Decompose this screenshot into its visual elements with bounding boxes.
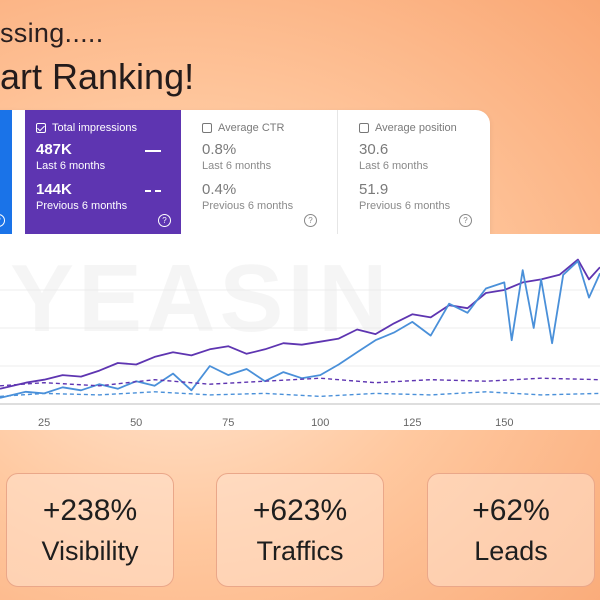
series-line-clicks_previous [0, 391, 600, 398]
headline-start-ranking: art Ranking! [0, 56, 195, 97]
kpi-traffics-label: Traffics [256, 536, 344, 566]
impressions-checkbox-icon[interactable] [36, 123, 46, 133]
ctr-help-icon[interactable]: ? [304, 214, 317, 227]
impressions-help-icon[interactable]: ? [158, 214, 171, 227]
ctr-current-value: 0.8% [202, 141, 237, 158]
ctr-checkbox-icon[interactable] [202, 123, 212, 133]
clicks-help-icon[interactable]: ? [0, 214, 5, 227]
position-help-icon[interactable]: ? [459, 214, 472, 227]
position-current-period: Last 6 months [359, 160, 429, 172]
kpi-visibility-label: Visibility [41, 536, 139, 566]
kpi-visibility-value: +238% [42, 494, 138, 527]
total-impressions-tile[interactable]: Total impressions 487K Last 6 months 144… [25, 110, 181, 234]
impressions-previous-value: 144K [36, 181, 72, 198]
average-ctr-tile[interactable]: Average CTR 0.8% Last 6 months 0.4% Prev… [192, 110, 338, 234]
x-tick-label: 75 [222, 417, 234, 429]
series-line-impressions_last [0, 258, 600, 390]
series-line-impressions_previous [0, 377, 600, 387]
x-tick-label: 125 [403, 417, 421, 429]
kpi-card-visibility: +238% Visibility [6, 473, 174, 587]
ctr-previous-value: 0.4% [202, 181, 237, 198]
position-checkbox-icon[interactable] [359, 123, 369, 133]
kpi-traffics-value: +623% [252, 494, 348, 527]
impressions-label: Total impressions [52, 122, 137, 134]
search-console-performance-card: ? Total impressions 487K Last 6 months 1… [0, 110, 490, 234]
kpi-card-traffics: +623% Traffics [216, 473, 384, 587]
position-previous-period: Previous 6 months [359, 200, 451, 212]
performance-line-chart: 25 50 75 100 125 150 [0, 258, 600, 429]
impressions-current-value: 487K [36, 141, 72, 158]
headline-processing: ssing..... [0, 18, 104, 48]
position-current-value: 30.6 [359, 141, 389, 158]
impressions-current-period: Last 6 months [36, 160, 106, 172]
ctr-previous-period: Previous 6 months [202, 200, 294, 212]
total-clicks-tile[interactable]: ? [0, 110, 12, 234]
position-label: Average position [375, 122, 457, 134]
solid-line-legend-icon [145, 150, 161, 152]
x-tick-label: 25 [38, 417, 50, 429]
kpi-leads-label: Leads [474, 536, 548, 566]
position-previous-value: 51.9 [359, 181, 389, 198]
x-tick-label: 150 [495, 417, 513, 429]
ctr-current-period: Last 6 months [202, 160, 272, 172]
kpi-card-leads: +62% Leads [427, 473, 595, 587]
average-position-tile[interactable]: Average position 30.6 Last 6 months 51.9… [349, 110, 490, 234]
x-tick-label: 100 [311, 417, 329, 429]
series-line-clicks_last [0, 260, 600, 399]
kpi-leads-value: +62% [472, 494, 550, 527]
dashed-line-legend-icon [145, 190, 161, 192]
impressions-previous-period: Previous 6 months [36, 200, 128, 212]
ctr-label: Average CTR [218, 122, 285, 134]
x-tick-label: 50 [130, 417, 142, 429]
